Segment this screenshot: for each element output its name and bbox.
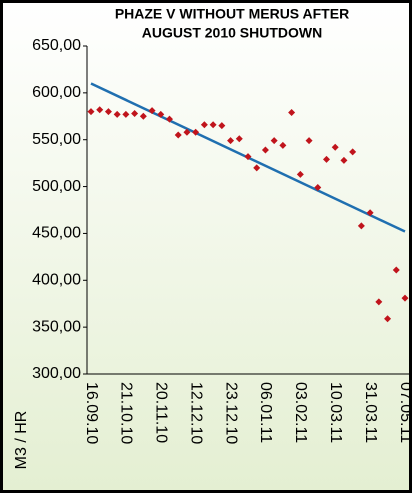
marker bbox=[392, 266, 400, 274]
marker bbox=[183, 128, 191, 136]
marker bbox=[261, 146, 269, 154]
x-tick-label: 10.03.11 bbox=[327, 382, 344, 443]
marker bbox=[157, 110, 165, 118]
x-tick-label: 07.05.11 bbox=[397, 382, 412, 443]
x-tick-label: 23.12.10 bbox=[222, 382, 239, 444]
marker bbox=[288, 109, 296, 117]
marker bbox=[244, 153, 252, 161]
marker bbox=[401, 294, 409, 302]
marker bbox=[87, 108, 95, 116]
marker bbox=[305, 137, 313, 145]
chart-title: AUGUST 2010 SHUTDOWN bbox=[142, 25, 322, 41]
marker bbox=[270, 137, 278, 145]
y-tick-label: 450,00 bbox=[32, 225, 81, 242]
x-tick-label: 03.02.11 bbox=[292, 382, 309, 443]
y-tick-label: 650,00 bbox=[32, 37, 81, 54]
y-tick-label: 400,00 bbox=[32, 272, 81, 289]
marker bbox=[340, 156, 348, 164]
marker bbox=[357, 222, 365, 230]
y-tick-label: 550,00 bbox=[32, 131, 81, 148]
marker bbox=[253, 164, 261, 172]
marker bbox=[218, 122, 226, 130]
y-tick-label: 300,00 bbox=[32, 365, 81, 382]
marker bbox=[122, 110, 130, 118]
marker bbox=[331, 143, 339, 151]
marker bbox=[314, 184, 322, 192]
marker bbox=[323, 155, 330, 163]
marker bbox=[375, 298, 383, 306]
marker bbox=[104, 108, 112, 116]
marker bbox=[131, 109, 139, 117]
x-tick-label: 06.01.11 bbox=[257, 382, 274, 443]
x-tick-label: 31.03.11 bbox=[362, 382, 379, 443]
marker bbox=[192, 128, 200, 136]
marker bbox=[148, 107, 156, 115]
marker bbox=[296, 170, 304, 178]
x-tick-label: 20.11.10 bbox=[153, 382, 170, 443]
marker bbox=[139, 112, 147, 120]
y-tick-label: 500,00 bbox=[32, 178, 81, 195]
x-tick-label: 16.09.10 bbox=[83, 382, 100, 444]
marker bbox=[366, 209, 374, 217]
y-axis-title: M3 / HR bbox=[13, 411, 30, 470]
marker bbox=[174, 131, 182, 139]
y-tick-label: 350,00 bbox=[32, 318, 81, 335]
marker bbox=[166, 115, 173, 123]
marker bbox=[96, 106, 104, 114]
marker bbox=[384, 315, 392, 323]
x-tick-label: 12.12.10 bbox=[187, 382, 204, 444]
marker bbox=[349, 148, 357, 156]
y-tick-label: 600,00 bbox=[32, 84, 81, 101]
marker bbox=[200, 121, 208, 129]
marker bbox=[279, 141, 287, 149]
marker bbox=[209, 121, 217, 129]
marker bbox=[235, 135, 243, 143]
marker bbox=[227, 137, 235, 145]
chart-title: PHAZE V WITHOUT MERUS AFTER bbox=[115, 6, 349, 22]
marker bbox=[113, 110, 121, 118]
x-tick-label: 21.10.10 bbox=[118, 382, 135, 444]
